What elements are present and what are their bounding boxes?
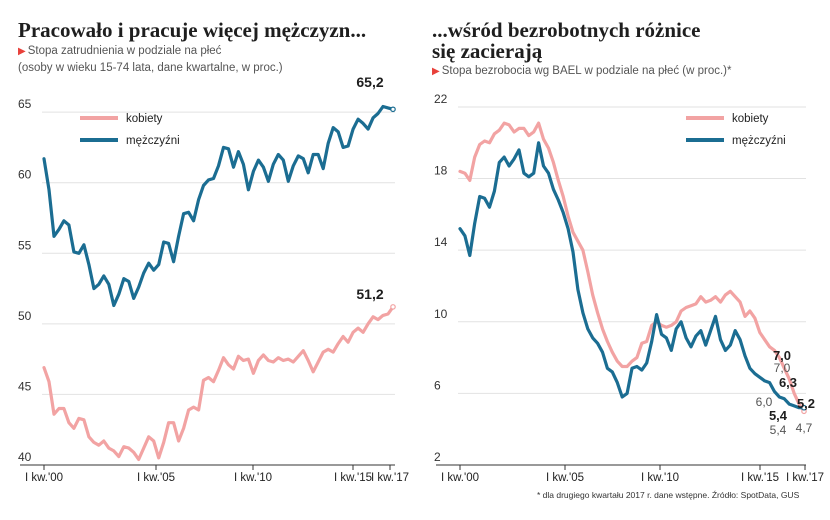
x-tick-label: I kw.'05: [137, 472, 175, 484]
series-line-kobiety: [42, 305, 395, 461]
value-annotation: 5,4: [770, 423, 787, 437]
y-tick-label: 14: [434, 235, 448, 249]
x-tick-label: I kw.'05: [546, 472, 584, 484]
y-tick-label: 45: [18, 379, 32, 393]
right-chart-title-line1: ...wśród bezrobotnych różnice: [432, 18, 701, 42]
series-end-point: [801, 404, 807, 411]
series-line-mezczyzni: [458, 141, 806, 410]
y-tick-label: 22: [434, 92, 448, 106]
left-chart-subtitle: ▶ Stopa zatrudnienia w podziale na płeć: [18, 44, 221, 59]
y-tick-label: 10: [434, 307, 448, 321]
triangle-marker-icon: ▶: [432, 66, 440, 77]
x-tick-label: I kw.'00: [25, 472, 63, 484]
right-subtitle-text: Stopa bezrobocia wg BAEL w podziale na p…: [441, 65, 732, 77]
legend-label: mężczyźni: [126, 135, 180, 147]
y-tick-label: 2: [434, 450, 441, 464]
y-tick-label: 65: [18, 97, 32, 111]
y-tick-label: 50: [18, 309, 32, 323]
value-annotation: 5,2: [797, 396, 815, 411]
value-annotation: 65,2: [356, 74, 383, 90]
value-annotation: 6,3: [779, 375, 797, 390]
x-tick-label: I kw.'00: [441, 472, 479, 484]
x-tick-label: I kw.'15: [334, 472, 372, 484]
left-chart-note: (osoby w wieku 15-74 lata, dane kwartaln…: [18, 62, 283, 74]
right-chart-subtitle: ▶ Stopa bezrobocia wg BAEL w podziale na …: [432, 64, 732, 79]
footnote: * dla drugiego kwartału 2017 r. dane wst…: [537, 490, 800, 500]
value-annotation: 7,0: [774, 361, 791, 375]
value-annotation: 5,4: [769, 408, 788, 423]
value-annotation: 51,2: [356, 286, 383, 302]
left-subtitle-text: Stopa zatrudnienia w podziale na płeć: [27, 45, 222, 57]
y-tick-label: 40: [18, 450, 32, 464]
legend-label: kobiety: [126, 113, 163, 125]
x-tick-label: I kw.'17: [786, 472, 824, 484]
x-tick-label: I kw.'10: [234, 472, 272, 484]
y-tick-label: 60: [18, 168, 32, 182]
right-chart-title-line2: się zacierają: [432, 39, 543, 63]
series-line-mezczyzni: [42, 104, 395, 308]
legend-label: mężczyźni: [732, 135, 786, 147]
x-tick-label: I kw.'15: [741, 472, 779, 484]
y-tick-label: 18: [434, 164, 448, 178]
left-chart-title: Pracowało i pracuje więcej mężczyzn...: [18, 18, 367, 42]
value-annotation: 6,0: [756, 395, 773, 409]
value-annotation: 7,0: [773, 348, 791, 363]
y-tick-label: 55: [18, 238, 32, 252]
triangle-marker-icon: ▶: [18, 46, 26, 57]
value-annotation: 4,7: [796, 421, 813, 435]
y-tick-label: 6: [434, 378, 441, 392]
series-end-point: [390, 304, 396, 310]
x-tick-label: I kw.'10: [641, 472, 679, 484]
x-tick-label: I kw.'17: [371, 472, 409, 484]
series-line-kobiety: [458, 121, 806, 413]
legend-label: kobiety: [732, 113, 769, 125]
series-end-point: [390, 106, 396, 113]
